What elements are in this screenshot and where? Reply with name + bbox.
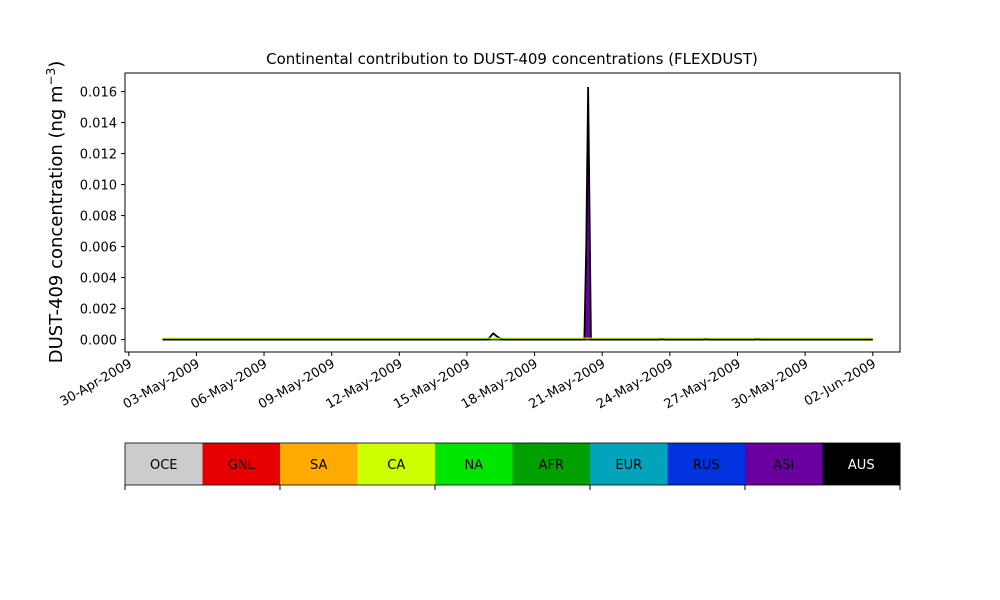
legend-label-na: NA [464, 458, 483, 473]
legend-swatch-afr [512, 443, 591, 485]
axes: 0.000 0.002 0.004 0.006 0.008 0.010 0.012 0.014… [58, 72, 901, 412]
legend-label-gnl: GNL [228, 458, 256, 473]
y-axis-label-superscript: −3 [44, 68, 58, 86]
y-tick-label: 0.016 [80, 86, 117, 101]
series-area-na [489, 338, 501, 340]
legend-label-sa: SA [310, 458, 327, 473]
plot-area [162, 86, 873, 341]
legend-label-oce: OCE [150, 458, 178, 473]
legend-label-aus: AUS [848, 458, 875, 473]
y-tick-label: 0.008 [80, 210, 117, 225]
y-axis-label-text: DUST-409 concentration (ng m [46, 85, 67, 363]
legend-swatch-rus [667, 443, 746, 485]
y-tick-label: 0.006 [80, 241, 117, 256]
legend-label-asi: ASI [773, 458, 794, 473]
y-tick-label: 0.002 [80, 303, 117, 318]
chart-title: Continental contribution to DUST-409 con… [266, 50, 758, 68]
legend-swatch-eur [590, 443, 668, 485]
x-tick-label: 02-Jun-2009 [802, 356, 879, 409]
legend-swatch-na [435, 443, 513, 485]
legend-swatch-ca [357, 443, 436, 485]
legend-label-afr: AFR [539, 458, 564, 473]
legend-swatch-asi [745, 443, 823, 485]
legend-label-ca: CA [387, 458, 405, 473]
total-line [162, 86, 873, 341]
y-tick-label: 0.012 [80, 148, 117, 163]
legend-frame [124, 442, 901, 486]
plot-frame [124, 72, 901, 353]
legend-swatch-gnl [202, 443, 281, 485]
legend-swatch-oce [125, 443, 203, 485]
y-axis-label-close: ) [46, 61, 67, 68]
x-tick-label: 30-May-2009 [729, 356, 811, 412]
y-tick-label: 0.014 [80, 117, 117, 132]
legend-swatch-sa [280, 443, 358, 485]
y-tick-label: 0.000 [80, 334, 117, 349]
y-tick-label: 0.004 [80, 272, 117, 287]
legend-label-rus: RUS [693, 458, 720, 473]
legend-label-eur: EUR [615, 458, 642, 473]
legend-swatch-aus [822, 443, 901, 485]
legend-colorbar: OCE GNL SA CA NA AFR EUR RUS ASI AUS [124, 442, 901, 490]
y-tick-label: 0.010 [80, 179, 117, 194]
y-axis-label: DUST-409 concentration (ng m−3) [44, 61, 67, 364]
